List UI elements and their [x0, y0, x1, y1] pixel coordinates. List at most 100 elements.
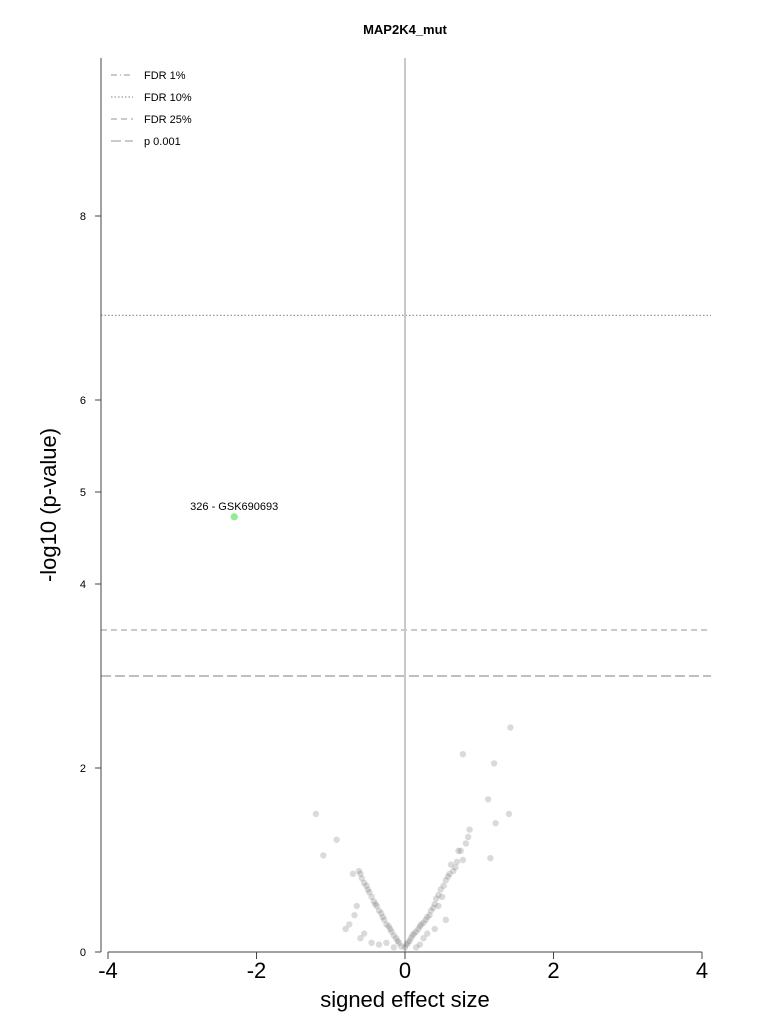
data-point-49	[420, 935, 427, 942]
data-point-50	[431, 925, 438, 933]
data-point-67	[370, 898, 378, 905]
data-point-38	[409, 932, 416, 939]
data-point-36	[412, 928, 420, 935]
y-axis-label: -log10 (p-value)	[36, 428, 61, 582]
data-point-2	[459, 751, 467, 758]
data-point-60	[383, 921, 390, 928]
data-point-5	[505, 810, 513, 818]
data-point-58	[386, 925, 394, 933]
x-tick-label-4: 4	[696, 958, 708, 983]
data-point-15	[455, 847, 462, 854]
data-point-8	[333, 836, 340, 843]
x-tick-label-1: -2	[247, 958, 267, 983]
data-point-31	[422, 916, 429, 923]
data-point-44	[447, 861, 455, 868]
data-point-22	[440, 882, 447, 889]
highlighted-point: 326 - GSK690693	[190, 501, 278, 521]
data-point-46	[438, 893, 446, 900]
data-point-70	[364, 886, 372, 893]
data-point-4	[492, 820, 499, 827]
data-point-6	[487, 854, 494, 862]
data-point-59	[385, 923, 392, 930]
legend-label-0: FDR 1%	[144, 70, 186, 82]
y-tick-label-1: 2	[80, 763, 86, 775]
data-point-57	[388, 928, 395, 935]
data-point-41	[404, 939, 412, 946]
data-point-12	[464, 833, 472, 841]
data-point-47	[435, 902, 442, 910]
data-point-28	[427, 907, 435, 914]
data-point-32	[420, 919, 427, 926]
data-point-35	[415, 925, 422, 933]
legend: FDR 1% FDR 10% FDR 25% p 0.001	[111, 70, 192, 148]
x-axis-ticks: -4 -2 0 2 4	[98, 952, 708, 983]
data-point-63	[378, 910, 385, 917]
data-point-34	[416, 923, 424, 930]
data-point-25	[432, 895, 440, 902]
data-point-56	[390, 932, 398, 939]
data-point-65	[373, 902, 380, 910]
data-point-74	[357, 870, 364, 877]
data-point-82	[375, 941, 383, 948]
data-point-21	[442, 877, 450, 884]
y-axis-ticks: 0 2 4 5 6 8	[80, 211, 101, 959]
data-point-81	[368, 939, 375, 946]
data-point-27	[430, 904, 437, 912]
highlight-label: 326 - GSK690693	[190, 501, 278, 513]
data-point-14	[457, 847, 464, 854]
legend-label-3: p 0.001	[144, 136, 181, 148]
data-point-55	[392, 935, 400, 942]
data-point-76	[353, 902, 360, 910]
data-point-20	[446, 870, 453, 877]
data-point-68	[368, 893, 375, 900]
x-tick-label-2: 0	[399, 958, 411, 983]
data-point-84	[390, 944, 398, 951]
data-point-19	[450, 867, 457, 875]
data-point-53	[395, 939, 403, 946]
data-point-86	[412, 944, 420, 951]
data-point-7	[312, 810, 320, 818]
data-point-51	[442, 916, 450, 923]
y-tick-label-4: 6	[80, 395, 86, 407]
data-point-80	[360, 930, 368, 937]
legend-label-1: FDR 10%	[144, 92, 192, 104]
data-point-30	[424, 913, 431, 921]
data-point-9	[320, 852, 327, 859]
data-point-78	[346, 921, 353, 928]
y-tick-label-0: 0	[80, 947, 86, 959]
y-tick-label-2: 4	[80, 579, 86, 591]
data-point-54	[394, 937, 401, 945]
data-point-45	[444, 873, 452, 880]
y-tick-label-5: 8	[80, 211, 86, 223]
data-point-42	[403, 941, 410, 948]
data-point-64	[375, 907, 383, 914]
data-point-61	[381, 916, 388, 923]
data-point-10	[349, 870, 357, 877]
data-point-39	[407, 935, 415, 942]
data-point-37	[410, 930, 418, 937]
data-point-1	[490, 760, 498, 767]
data-point-73	[358, 875, 366, 882]
x-axis-label: signed effect size	[320, 987, 490, 1012]
data-point-18	[452, 864, 459, 871]
data-point-0	[507, 724, 514, 731]
data-point-11	[466, 826, 473, 833]
data-points	[312, 724, 514, 951]
data-point-77	[351, 912, 358, 919]
data-point-85	[383, 939, 390, 946]
data-point-3	[484, 796, 492, 803]
data-point-43	[401, 944, 409, 951]
chart-title: MAP2K4_mut	[363, 22, 447, 37]
data-point-72	[360, 879, 368, 887]
data-point-24	[435, 891, 442, 899]
data-point-40	[406, 937, 413, 945]
data-point-71	[363, 882, 370, 889]
data-point-16	[459, 856, 467, 864]
legend-label-2: FDR 25%	[144, 114, 192, 126]
data-point-69	[366, 889, 373, 896]
data-point-62	[379, 913, 386, 921]
highlight-point	[230, 513, 238, 521]
data-point-33	[418, 921, 425, 928]
data-point-52	[398, 943, 405, 950]
data-point-87	[416, 941, 424, 948]
